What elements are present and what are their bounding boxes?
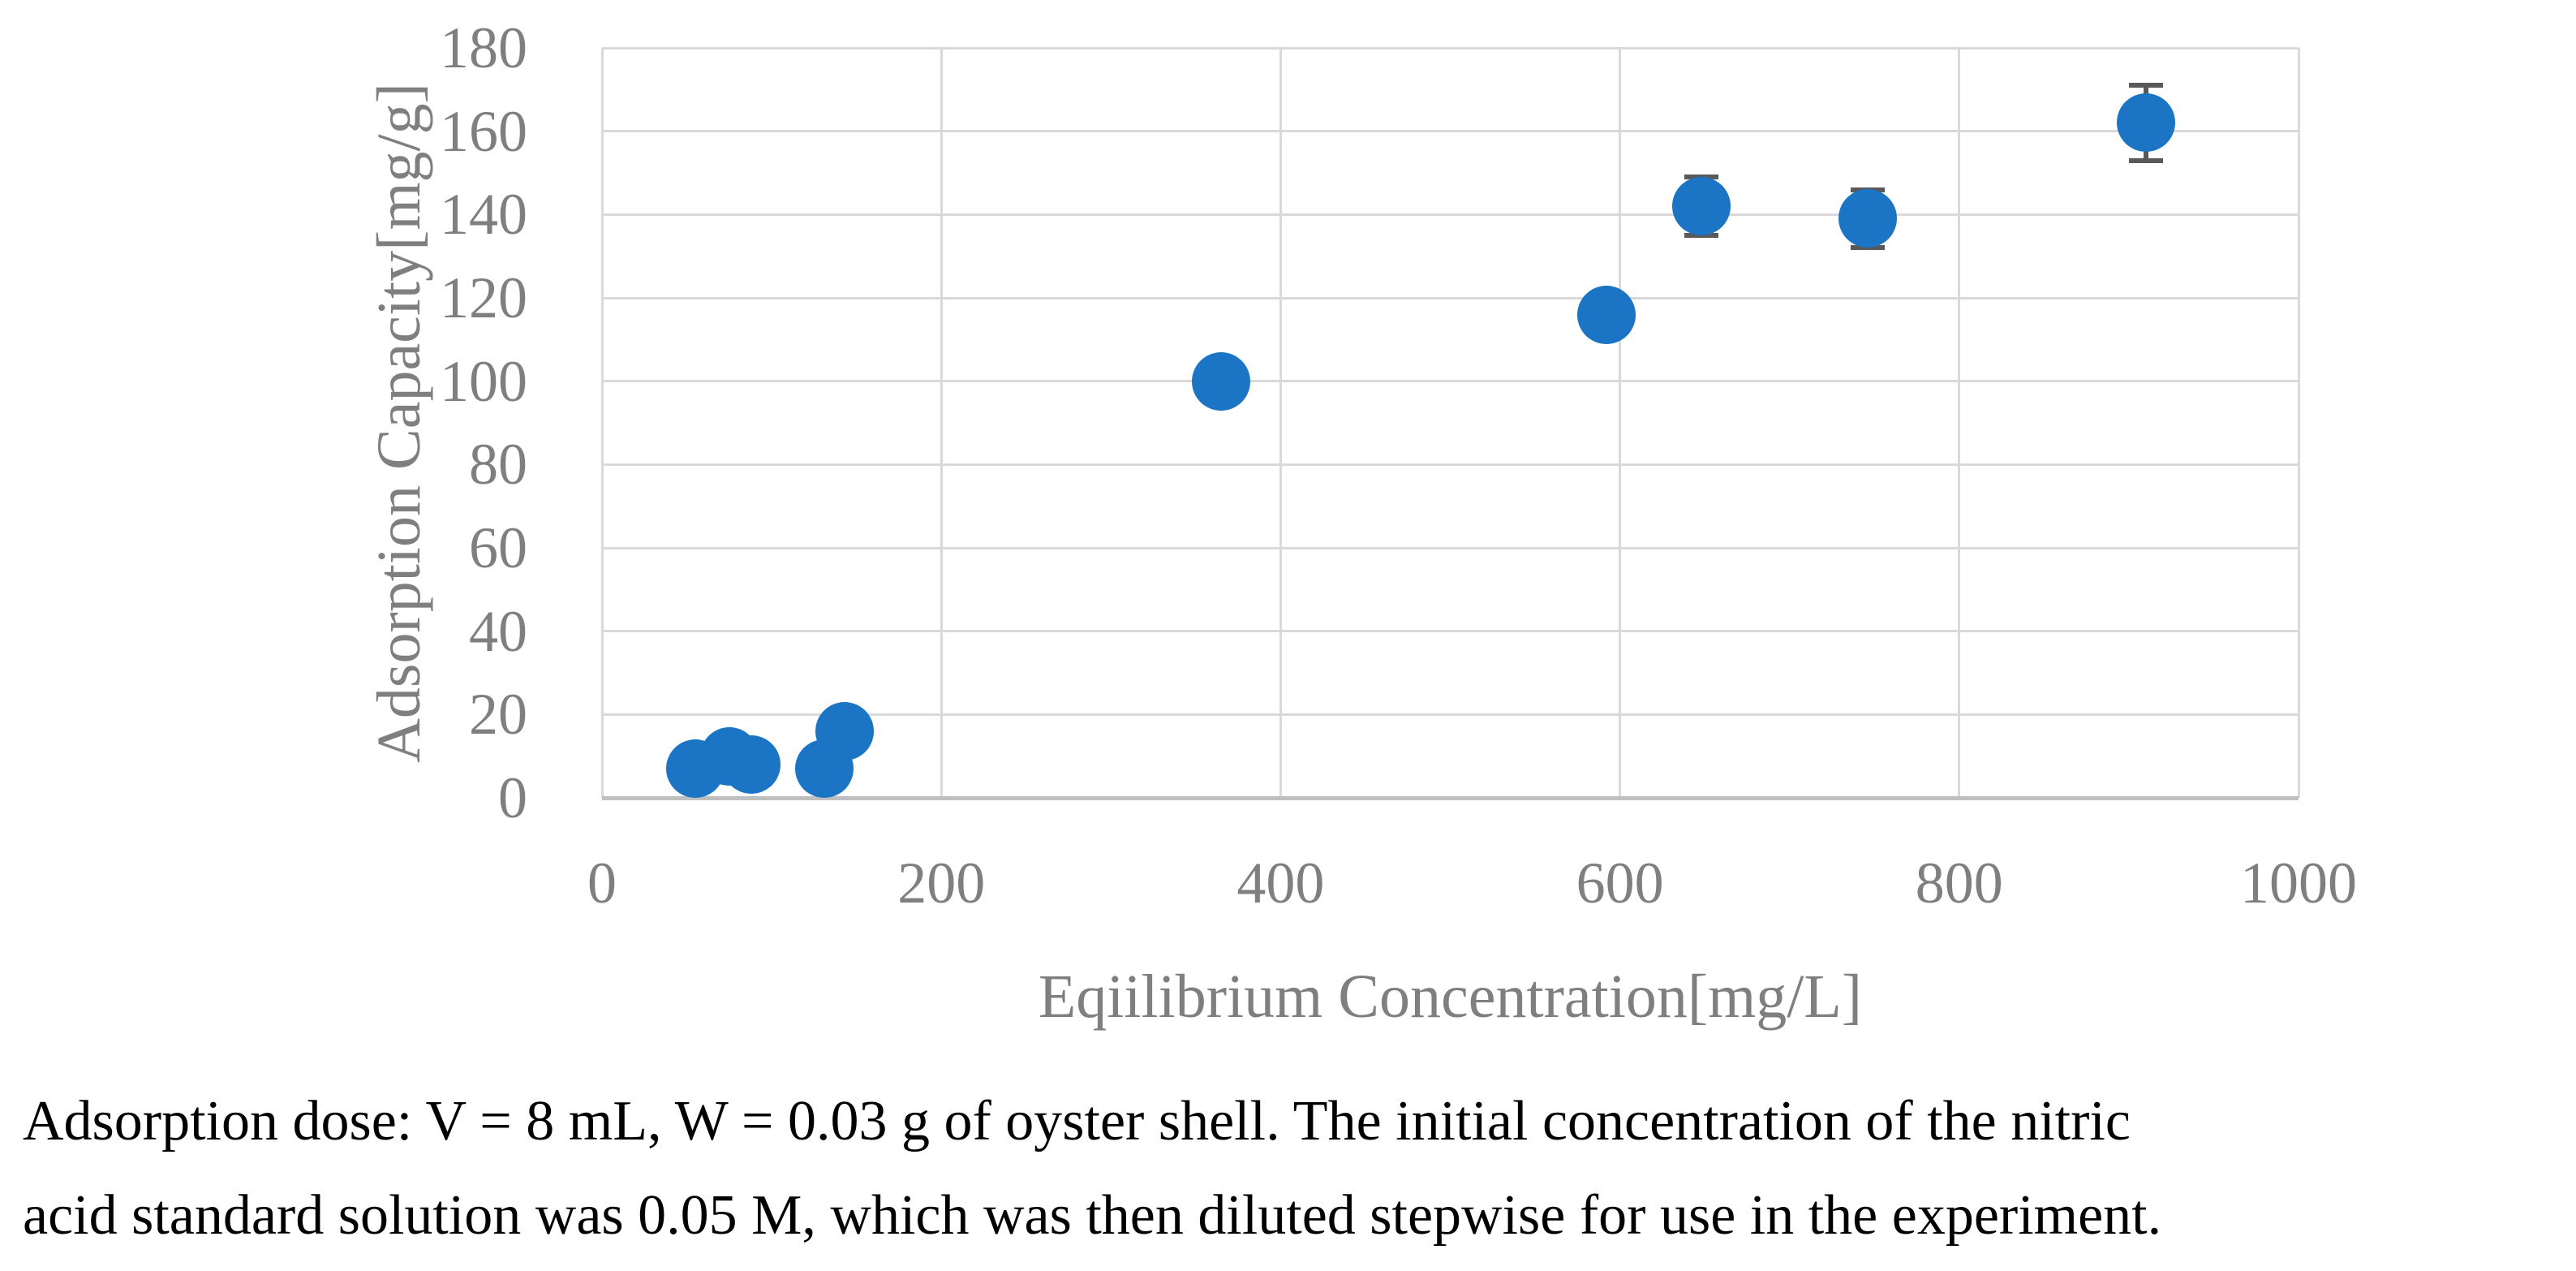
data-point <box>1576 285 1636 344</box>
y-tick-label: 160 <box>440 98 527 164</box>
v-gridline <box>600 48 604 798</box>
figure-caption-line-1: Adsorption dose: V = 8 mL, W = 0.03 g of… <box>23 1090 2131 1153</box>
x-tick-label: 1000 <box>2240 851 2357 916</box>
data-point <box>1671 177 1731 236</box>
y-axis-title: Adsorption Capacity[mg/g] <box>365 83 433 763</box>
v-gridline <box>1958 48 1961 798</box>
h-gridline <box>602 46 2299 50</box>
x-axis-title: Eqiilibrium Concentration[mg/L] <box>1038 963 1863 1031</box>
x-tick-label: 0 <box>587 851 617 916</box>
error-bar-cap-bottom <box>2128 157 2163 163</box>
v-gridline <box>1619 48 1622 798</box>
y-tick-label: 180 <box>440 15 527 80</box>
y-tick-label: 60 <box>469 515 527 580</box>
data-point <box>2116 93 2175 153</box>
data-point <box>1838 189 1897 248</box>
x-tick-label: 200 <box>897 851 986 916</box>
h-gridline <box>602 463 2299 466</box>
data-point <box>722 735 781 794</box>
y-tick-label: 40 <box>469 598 527 664</box>
y-tick-label: 120 <box>440 265 527 330</box>
y-tick-label: 100 <box>440 348 527 414</box>
v-gridline <box>1279 48 1282 798</box>
y-tick-label: 80 <box>469 432 527 498</box>
error-bar-cap-bottom <box>1850 245 1885 251</box>
error-bar-cap-top <box>2128 83 2163 88</box>
x-tick-label: 600 <box>1576 851 1664 916</box>
h-gridline <box>602 630 2299 633</box>
data-point <box>815 701 874 760</box>
y-tick-label: 20 <box>469 682 527 748</box>
h-gridline <box>602 213 2299 216</box>
x-axis-line <box>602 796 2299 800</box>
x-tick-label: 400 <box>1236 851 1325 916</box>
v-gridline <box>2297 48 2300 798</box>
h-gridline <box>602 546 2299 549</box>
y-tick-label: 0 <box>498 765 527 830</box>
h-gridline <box>602 296 2299 299</box>
data-point <box>1192 351 1251 411</box>
h-gridline <box>602 130 2299 133</box>
h-gridline <box>602 380 2299 383</box>
v-gridline <box>940 48 943 798</box>
y-tick-label: 140 <box>440 182 527 248</box>
h-gridline <box>602 713 2299 716</box>
figure-caption-line-2: acid standard solution was 0.05 M, which… <box>23 1184 2162 1247</box>
x-tick-label: 800 <box>1915 851 2003 916</box>
